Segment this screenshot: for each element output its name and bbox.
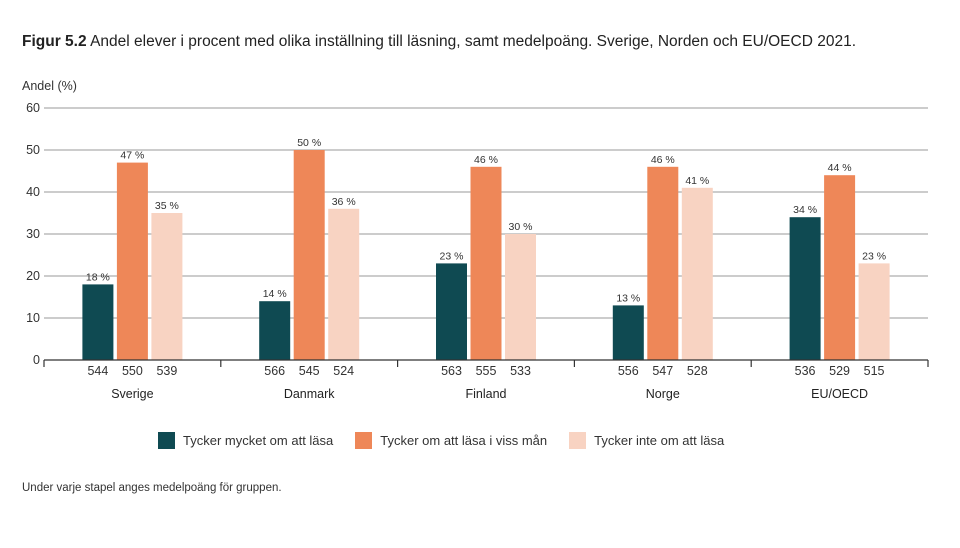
score-label: 529 xyxy=(829,364,850,378)
data-label: 23 % xyxy=(862,250,886,262)
bar-euoecd-series-0 xyxy=(789,217,821,360)
data-label: 30 % xyxy=(509,221,533,233)
bar-sverige-series-1 xyxy=(116,162,148,360)
score-label: 555 xyxy=(476,364,497,378)
data-label: 14 % xyxy=(263,288,287,300)
legend-label: Tycker mycket om att läsa xyxy=(183,433,334,448)
data-label: 46 % xyxy=(651,154,675,166)
data-label: 41 % xyxy=(685,175,709,187)
score-label: 563 xyxy=(441,364,462,378)
data-label: 34 % xyxy=(793,204,817,216)
bar-finland-series-1 xyxy=(470,166,502,360)
bar-finland-series-0 xyxy=(436,263,467,360)
score-label: 528 xyxy=(687,364,708,378)
bar-norge-series-2 xyxy=(681,187,713,360)
bar-danmark-series-0 xyxy=(259,301,291,360)
score-label: 556 xyxy=(618,364,639,378)
bar-chart: Andel (%) 0 10 20 30 40 50 60 18 % 544 47 % 550 35 %… xyxy=(22,79,929,401)
bar-norge-series-1 xyxy=(647,166,679,360)
data-label: 13 % xyxy=(616,292,640,304)
score-label: 533 xyxy=(510,364,531,378)
y-tick-label: 60 xyxy=(26,101,40,115)
score-label: 515 xyxy=(864,364,885,378)
figure-caption: Andel elever i procent med olika inställ… xyxy=(90,33,856,50)
legend-swatch xyxy=(355,432,373,449)
y-tick-label: 50 xyxy=(26,143,40,157)
legend: Tycker mycket om att läsa Tycker om att … xyxy=(158,432,724,449)
score-label: 544 xyxy=(87,364,108,378)
bar-finland-series-2 xyxy=(505,234,536,360)
x-category-label: Finland xyxy=(466,387,507,401)
legend-item-series-2: Tycker inte om att läsa xyxy=(569,432,724,449)
data-label: 50 % xyxy=(297,137,321,149)
score-label: 539 xyxy=(156,364,177,378)
legend-item-series-1: Tycker om att läsa i viss mån xyxy=(355,432,547,449)
bar-sverige-series-2 xyxy=(151,213,183,360)
y-tick-label: 0 xyxy=(33,353,40,367)
score-label: 547 xyxy=(652,364,673,378)
legend-item-series-0: Tycker mycket om att läsa xyxy=(158,432,333,449)
footnote: Under varje stapel anges medelpoäng för … xyxy=(22,482,282,494)
score-label: 524 xyxy=(333,364,354,378)
bar-danmark-series-2 xyxy=(328,208,360,360)
legend-label: Tycker om att läsa i viss mån xyxy=(380,433,548,448)
bar-norge-series-0 xyxy=(612,305,644,360)
y-axis-label: Andel (%) xyxy=(22,79,77,93)
data-label: 23 % xyxy=(440,250,464,262)
score-label: 536 xyxy=(795,364,816,378)
y-tick-label: 40 xyxy=(26,185,40,199)
x-category-label: Sverige xyxy=(111,387,153,401)
bar-euoecd-series-1 xyxy=(824,175,856,360)
bar-euoecd-series-2 xyxy=(858,263,890,360)
legend-label: Tycker inte om att läsa xyxy=(594,433,725,448)
data-label: 46 % xyxy=(474,154,498,166)
data-label: 47 % xyxy=(120,150,144,162)
score-label: 545 xyxy=(299,364,320,378)
y-tick-label: 20 xyxy=(26,269,40,283)
chart-title: Figur 5.2 Andel elever i procent med oli… xyxy=(22,33,856,51)
x-category-label: Danmark xyxy=(284,387,335,401)
bar-danmark-series-1 xyxy=(293,150,325,360)
data-label: 35 % xyxy=(155,200,179,212)
data-label: 44 % xyxy=(828,162,852,174)
figure-number: Figur 5.2 xyxy=(22,33,87,50)
score-label: 550 xyxy=(122,364,143,378)
data-label: 18 % xyxy=(86,271,110,283)
legend-swatch xyxy=(158,432,175,449)
x-category-label: EU/OECD xyxy=(811,387,868,401)
score-label: 566 xyxy=(264,364,285,378)
x-category-label: Norge xyxy=(646,387,680,401)
bar-sverige-series-0 xyxy=(82,284,114,360)
legend-swatch xyxy=(569,432,587,449)
y-tick-label: 30 xyxy=(26,227,40,241)
y-tick-label: 10 xyxy=(26,311,40,325)
data-label: 36 % xyxy=(332,196,356,208)
